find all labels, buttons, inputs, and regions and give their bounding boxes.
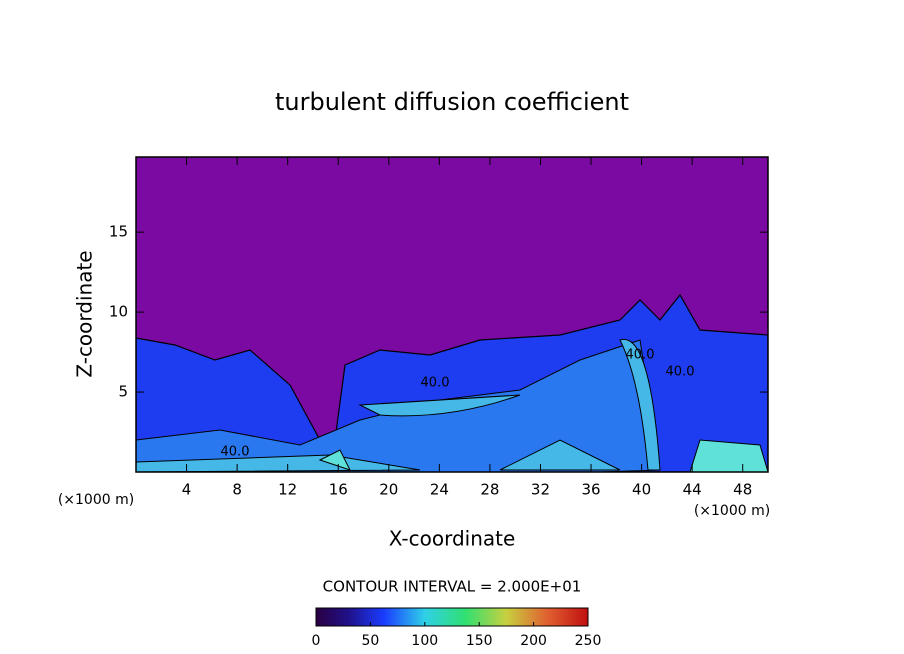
x-unit-label: (×1000 m) (694, 503, 770, 519)
contour-label: 40.0 (221, 445, 250, 460)
contour-label: 40.0 (626, 348, 655, 363)
contour-interval: CONTOUR INTERVAL = 2.000E+01 (323, 578, 582, 596)
colorbar-tick-label: 0 (312, 633, 321, 649)
x-tick-label: 20 (379, 481, 398, 499)
contour-label: 40.0 (421, 376, 450, 391)
contour-label: 40.0 (666, 365, 695, 380)
x-tick-label: 28 (480, 481, 499, 499)
field (136, 157, 768, 472)
colorbar-tick-label: 250 (575, 633, 602, 649)
y-tick-label: 10 (109, 303, 128, 321)
x-tick-label: 40 (632, 481, 651, 499)
chart-title: turbulent diffusion coefficient (275, 88, 629, 116)
y-tick-label: 15 (109, 223, 128, 241)
colorbar-tick-label: 200 (520, 633, 547, 649)
y-tick-label: 5 (118, 383, 128, 401)
field-region (136, 339, 661, 472)
x-axis-label: X-coordinate (389, 527, 516, 551)
x-tick-label: 36 (581, 481, 600, 499)
field-region (318, 439, 768, 472)
x-tick-label: 44 (683, 481, 702, 499)
colorbar-tick-label: 150 (466, 633, 493, 649)
field-region (136, 338, 661, 472)
x-unit-label: (×1000 m) (58, 492, 134, 508)
x-tick-label: 16 (329, 481, 348, 499)
x-tick-label: 32 (531, 481, 550, 499)
colorbar-tick-label: 50 (361, 633, 379, 649)
colorbar-tick-label: 100 (411, 633, 438, 649)
y-axis-label: Z-coordinate (73, 250, 97, 377)
x-tick-label: 8 (232, 481, 242, 499)
x-tick-label: 24 (430, 481, 449, 499)
colorbar (315, 607, 589, 627)
x-tick-label: 48 (733, 481, 752, 499)
plot-frame (135, 156, 769, 473)
x-tick-label: 12 (278, 481, 297, 499)
x-tick-label: 4 (182, 481, 192, 499)
